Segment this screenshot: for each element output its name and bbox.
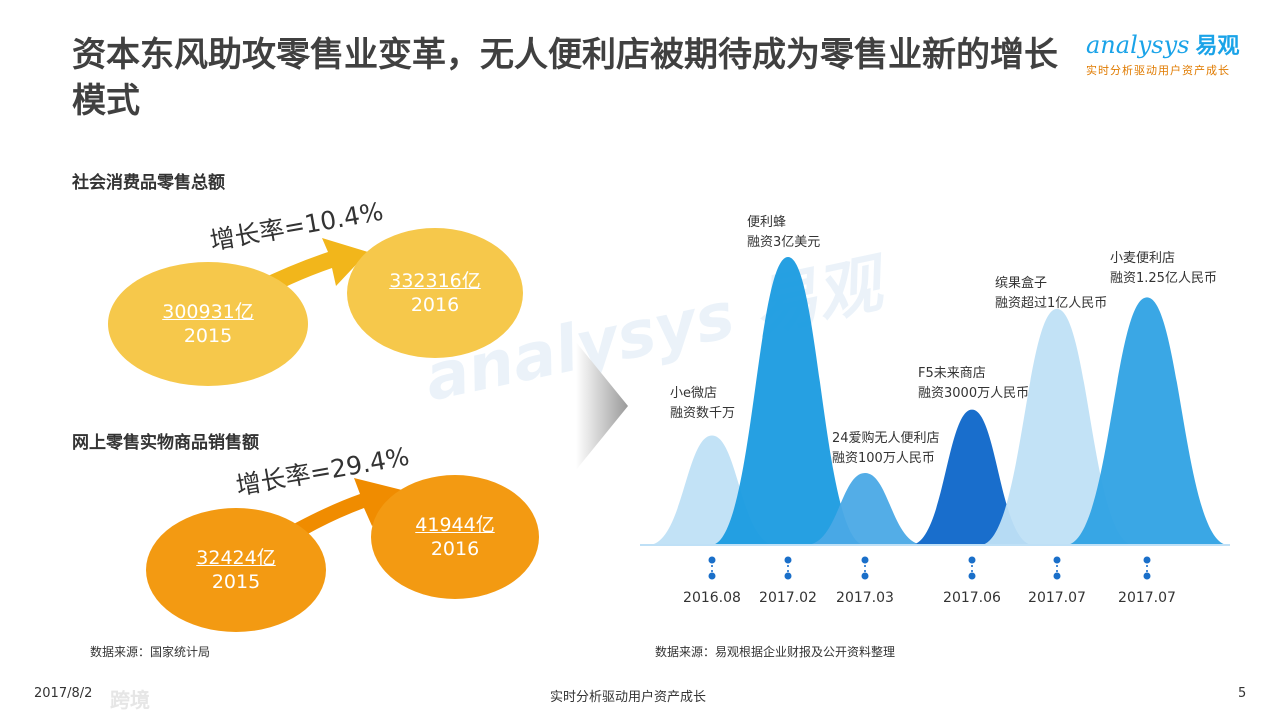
bubble-value: 41944亿 [415, 514, 495, 536]
footer-center: 实时分析驱动用户资产成长 [550, 690, 707, 705]
peak-5 [980, 308, 1134, 545]
peak-label: 小e微店融资数千万 [670, 386, 735, 421]
page-title: 资本东风助攻零售业变革，无人便利店被期待成为零售业新的增长模式 [72, 35, 1058, 121]
peak-label: 小麦便利店融资1.25亿人民币 [1110, 251, 1217, 286]
right-source: 数据来源：易观根据企业财报及公开资料整理 [655, 645, 896, 659]
bubble-value: 32424亿 [196, 547, 276, 569]
date-marker [968, 556, 976, 580]
peak-6 [1065, 297, 1229, 545]
date-label: 2017.06 [943, 590, 1001, 606]
date-marker [708, 556, 716, 580]
date-label: 2017.07 [1028, 590, 1086, 606]
peak-label: F5未来商店融资3000万人民币 [918, 366, 1029, 401]
date-label: 2017.02 [759, 590, 817, 606]
analysys-logo: analysys 易观 实时分析驱动用户资产成长 [1086, 28, 1256, 78]
peak-label: 便利蜂融资3亿美元 [747, 215, 820, 250]
transition-arrow [576, 342, 628, 470]
date-marker [1053, 556, 1061, 580]
peak-4 [910, 409, 1034, 545]
online-label: 网上零售实物商品销售额 [72, 433, 259, 453]
page-number: 5 [1238, 686, 1247, 701]
bubble-value: 300931亿 [162, 301, 254, 323]
peak-label: 24爱购无人便利店融资100万人民币 [832, 430, 940, 466]
date-label: 2016.08 [683, 590, 741, 606]
online-2016-bubble: 41944亿 2016 [371, 475, 539, 599]
corner-watermark: 跨境 [110, 688, 150, 712]
date-marker [861, 556, 869, 580]
retail-2016-bubble: 332316亿 2016 [347, 228, 523, 358]
online-2015-bubble: 32424亿 2015 [146, 508, 326, 632]
date-marker [784, 556, 792, 580]
bubble-value: 332316亿 [389, 270, 481, 292]
bubble-year: 2015 [211, 571, 261, 593]
date-marker [1143, 556, 1151, 580]
bubble-year: 2016 [410, 294, 460, 316]
peak-2 [711, 257, 865, 545]
bubble-year: 2016 [430, 538, 480, 560]
left-source: 数据来源：国家统计局 [90, 645, 211, 659]
footer-date: 2017/8/2 [34, 686, 93, 701]
date-label: 2017.07 [1118, 590, 1176, 606]
retail-label: 社会消费品零售总额 [72, 173, 225, 193]
logo-cn: 易观 [1195, 34, 1240, 59]
logo-word: analysys [1086, 31, 1190, 59]
date-label: 2017.03 [836, 590, 894, 606]
bubble-year: 2015 [183, 325, 233, 347]
peak-3 [805, 473, 925, 545]
peak-label: 缤果盒子融资超过1亿人民币 [995, 275, 1107, 311]
retail-2015-bubble: 300931亿 2015 [108, 262, 308, 386]
logo-tagline: 实时分析驱动用户资产成长 [1086, 64, 1230, 77]
